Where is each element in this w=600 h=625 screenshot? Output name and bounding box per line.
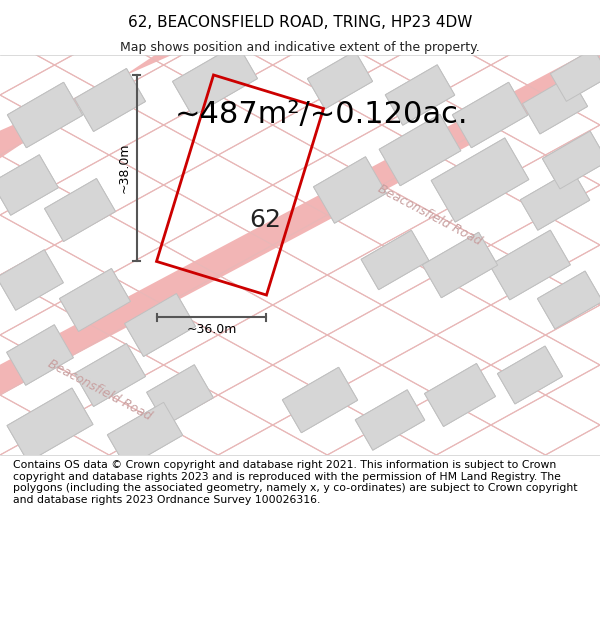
Polygon shape	[146, 365, 214, 425]
Polygon shape	[283, 368, 358, 432]
Polygon shape	[550, 49, 600, 101]
Polygon shape	[125, 294, 196, 356]
Polygon shape	[7, 325, 73, 385]
Polygon shape	[385, 65, 455, 125]
Polygon shape	[125, 294, 196, 356]
Polygon shape	[307, 51, 373, 109]
Polygon shape	[490, 230, 571, 300]
Polygon shape	[44, 179, 115, 241]
Polygon shape	[379, 114, 461, 186]
Polygon shape	[307, 51, 373, 109]
Polygon shape	[523, 76, 587, 134]
Polygon shape	[0, 250, 64, 310]
Polygon shape	[422, 232, 497, 298]
Polygon shape	[7, 82, 83, 148]
Polygon shape	[361, 231, 429, 289]
Polygon shape	[523, 76, 587, 134]
Polygon shape	[355, 390, 425, 450]
Polygon shape	[422, 232, 497, 298]
Polygon shape	[497, 346, 563, 404]
Polygon shape	[0, 250, 64, 310]
Polygon shape	[538, 271, 600, 329]
Polygon shape	[0, 25, 240, 165]
Polygon shape	[173, 44, 257, 116]
Text: Beaconsfield Road: Beaconsfield Road	[46, 357, 154, 423]
Polygon shape	[107, 402, 182, 468]
Polygon shape	[490, 230, 571, 300]
Polygon shape	[361, 231, 429, 289]
Polygon shape	[385, 65, 455, 125]
Polygon shape	[520, 170, 590, 230]
Polygon shape	[7, 82, 83, 148]
Polygon shape	[425, 364, 496, 426]
Polygon shape	[7, 388, 93, 462]
Polygon shape	[550, 49, 600, 101]
Polygon shape	[314, 157, 386, 223]
Polygon shape	[146, 365, 214, 425]
Polygon shape	[59, 269, 130, 331]
Text: Contains OS data © Crown copyright and database right 2021. This information is : Contains OS data © Crown copyright and d…	[13, 460, 578, 505]
Polygon shape	[542, 131, 600, 189]
Text: ~36.0m: ~36.0m	[187, 323, 236, 336]
Polygon shape	[520, 170, 590, 230]
Polygon shape	[431, 138, 529, 222]
Text: Beaconsfield Road: Beaconsfield Road	[376, 182, 484, 248]
Polygon shape	[355, 390, 425, 450]
Polygon shape	[431, 138, 529, 222]
Polygon shape	[74, 344, 145, 406]
Polygon shape	[538, 271, 600, 329]
Text: ~487m²/~0.120ac.: ~487m²/~0.120ac.	[175, 100, 469, 129]
Polygon shape	[452, 82, 527, 148]
Polygon shape	[542, 131, 600, 189]
Text: 62: 62	[249, 208, 281, 232]
Polygon shape	[74, 69, 145, 131]
Polygon shape	[0, 155, 58, 215]
Text: 62, BEACONSFIELD ROAD, TRING, HP23 4DW: 62, BEACONSFIELD ROAD, TRING, HP23 4DW	[128, 16, 472, 31]
Polygon shape	[314, 157, 386, 223]
Polygon shape	[107, 402, 182, 468]
Polygon shape	[74, 344, 145, 406]
Polygon shape	[173, 44, 257, 116]
Polygon shape	[0, 35, 600, 400]
Polygon shape	[379, 114, 461, 186]
Polygon shape	[44, 179, 115, 241]
Polygon shape	[283, 368, 358, 432]
Polygon shape	[7, 325, 73, 385]
Polygon shape	[59, 269, 130, 331]
Polygon shape	[452, 82, 527, 148]
Polygon shape	[497, 346, 563, 404]
Polygon shape	[7, 388, 93, 462]
Polygon shape	[0, 155, 58, 215]
Text: Map shows position and indicative extent of the property.: Map shows position and indicative extent…	[120, 41, 480, 54]
Polygon shape	[74, 69, 145, 131]
Text: ~38.0m: ~38.0m	[118, 143, 131, 194]
Polygon shape	[425, 364, 496, 426]
